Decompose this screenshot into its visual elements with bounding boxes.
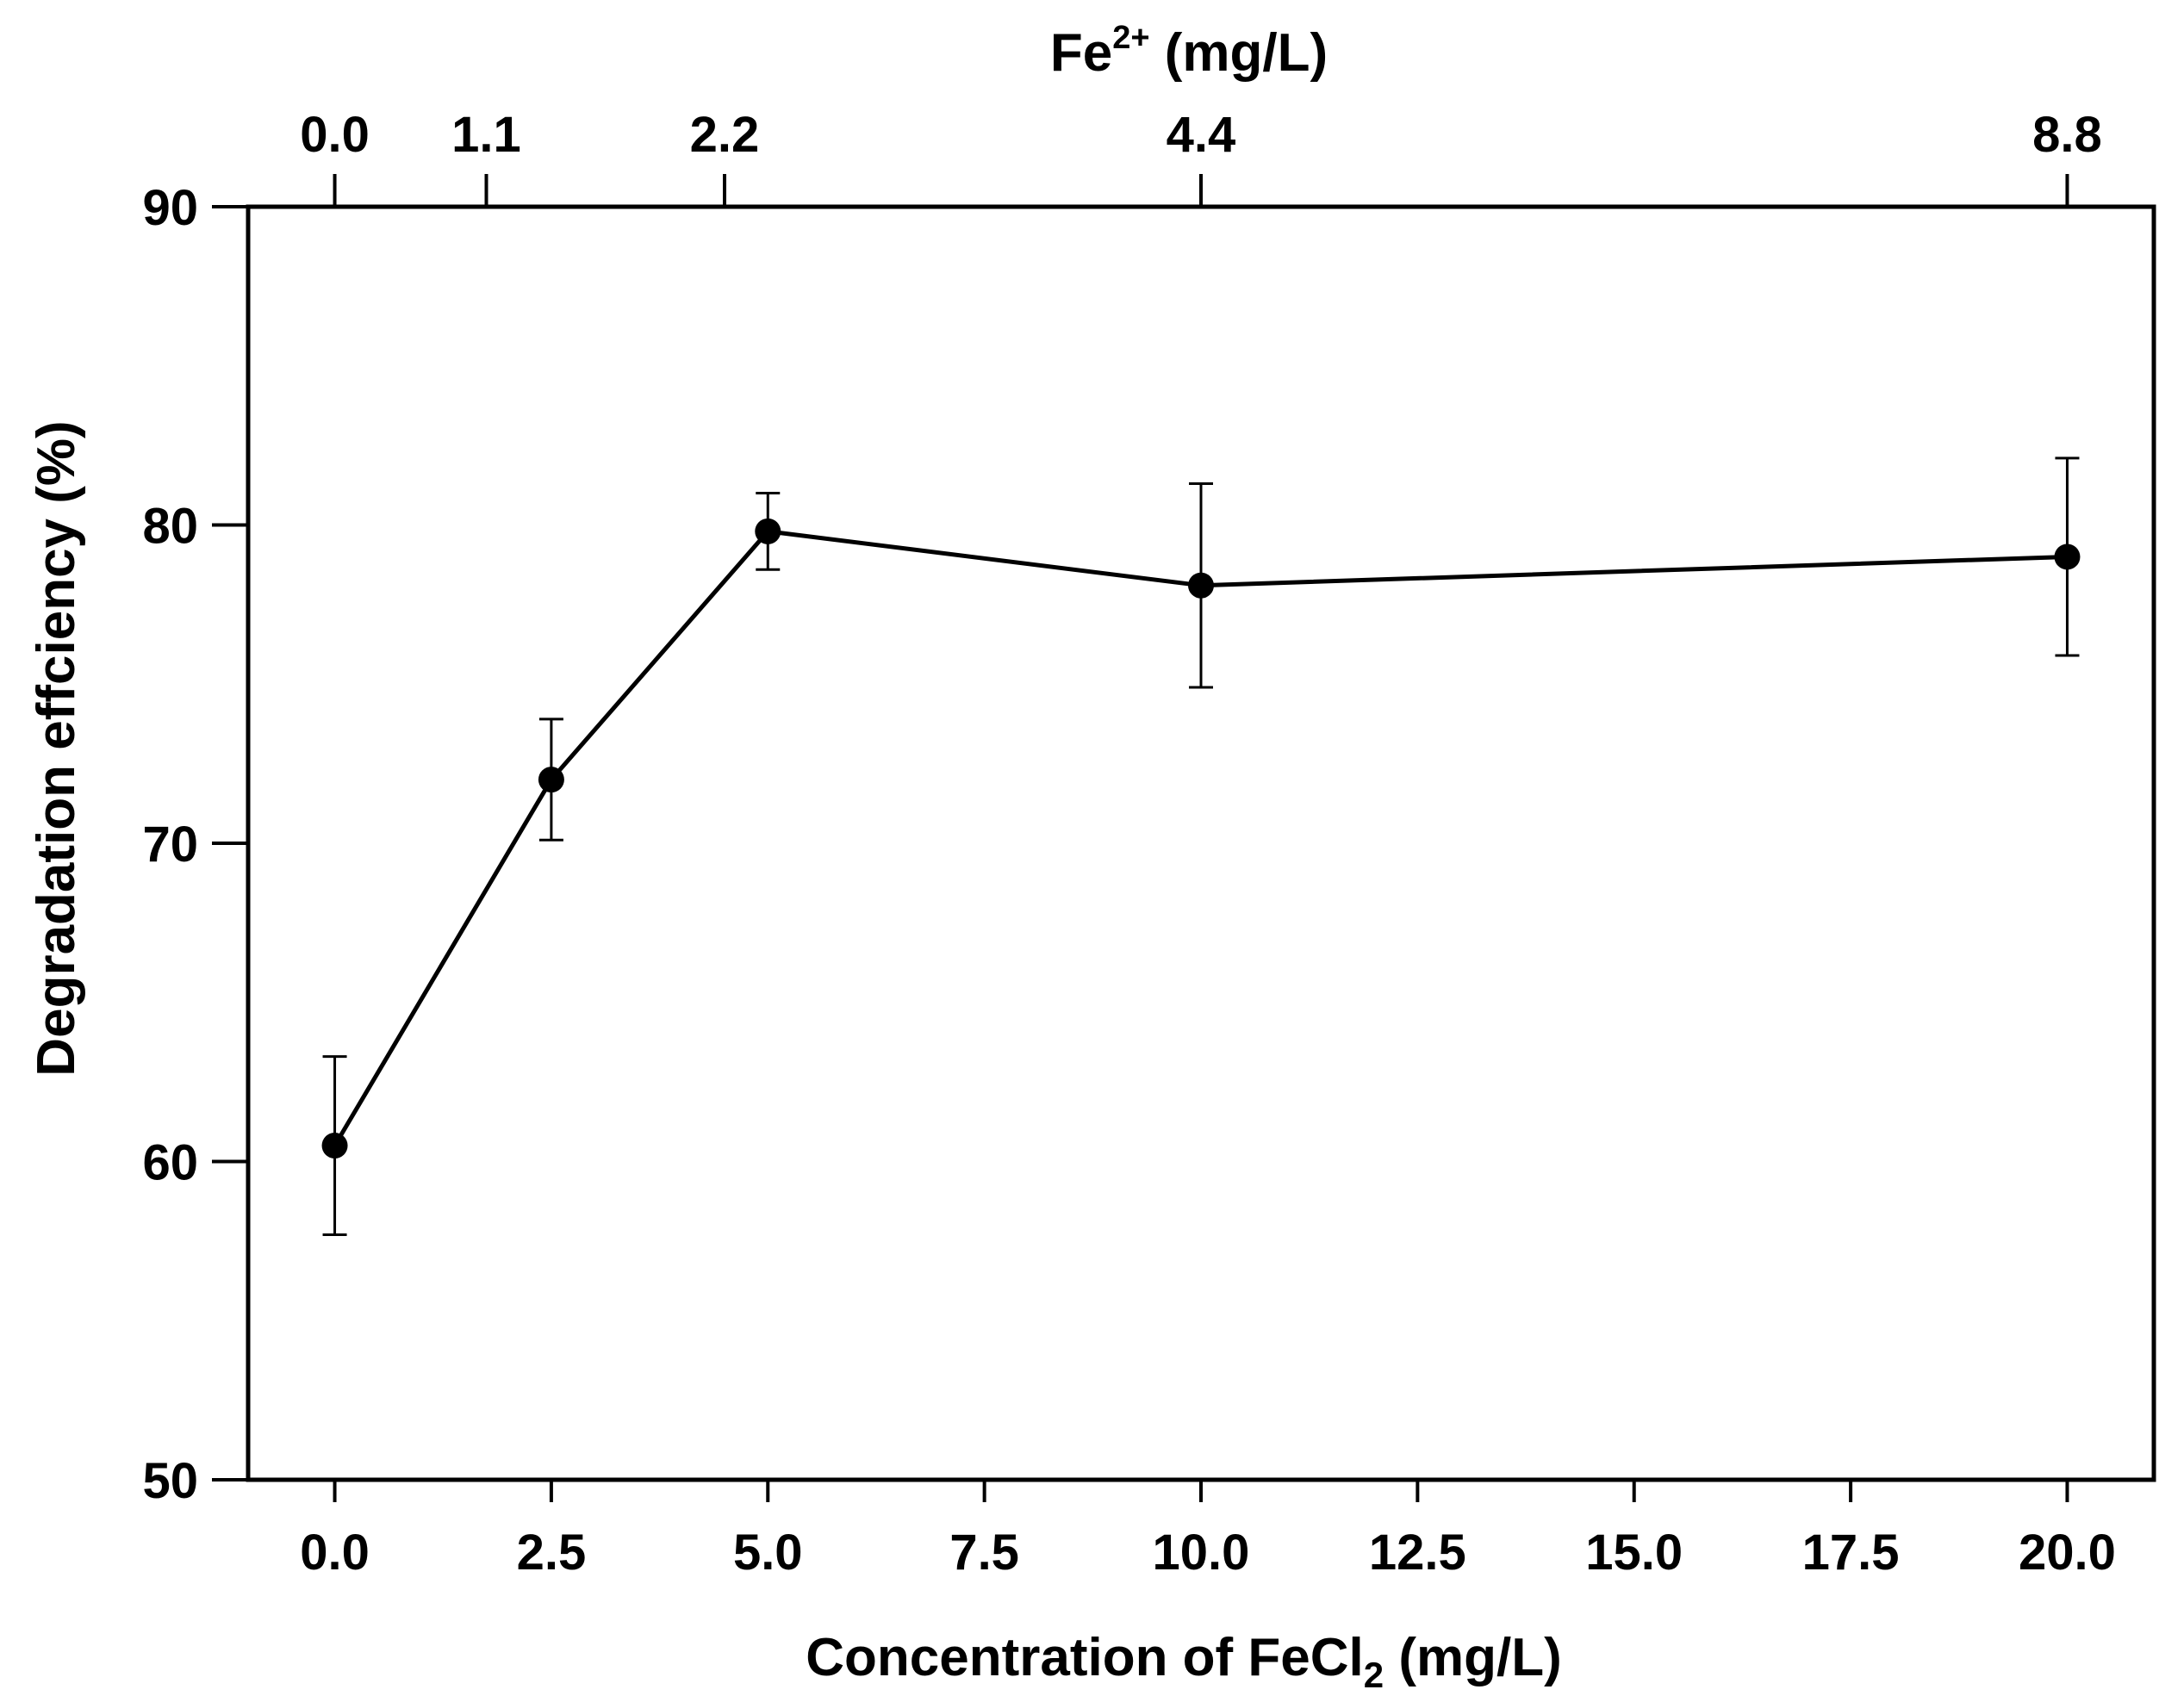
axes-group xyxy=(246,204,2156,1482)
x-tick-label: 17.5 xyxy=(1802,1525,1900,1581)
x-tick-label: 12.5 xyxy=(1369,1525,1466,1581)
y-tick-label: 80 xyxy=(142,499,198,555)
series-group xyxy=(321,457,2081,1236)
data-point xyxy=(1188,572,1214,599)
top-axis-title: Fe2+ (mg/L) xyxy=(1050,20,1328,83)
x-axis-title: Concentration of FeCl2 (mg/L) xyxy=(806,1628,1562,1695)
top-tick-label: 1.1 xyxy=(451,107,521,163)
y-tick-label: 70 xyxy=(142,817,198,873)
plot-frame xyxy=(246,204,2156,1482)
y-axis-title: Degradation effciency (%) xyxy=(27,420,86,1076)
x-tick-label: 5.0 xyxy=(733,1525,803,1581)
data-point xyxy=(538,767,564,793)
x-tick-label: 10.0 xyxy=(1153,1525,1250,1581)
data-point xyxy=(755,518,781,544)
y-tick-label: 60 xyxy=(142,1135,198,1191)
x-tick-label: 2.5 xyxy=(517,1525,587,1581)
x-axis-title-main: Concentration of FeCl xyxy=(806,1628,1364,1687)
ticks-group: 0.0 2.5 5.0 7.5 10.0 12.5 15.0 17.5 20.0 50 60 70 80… xyxy=(142,107,2115,1581)
top-axis-title-main: Fe xyxy=(1050,23,1112,83)
x-tick-label: 15.0 xyxy=(1585,1525,1683,1581)
top-axis-title-superscript: 2+ xyxy=(1112,20,1149,56)
top-tick-label: 4.4 xyxy=(1167,107,1236,163)
x-tick-label: 7.5 xyxy=(949,1525,1019,1581)
x-axis-title-subscript: 2 xyxy=(1364,1655,1384,1695)
x-axis-title-unit: (mg/L) xyxy=(1384,1628,1562,1687)
data-point xyxy=(321,1133,348,1159)
x-tick-label: 20.0 xyxy=(2019,1525,2116,1581)
top-tick-label: 0.0 xyxy=(300,107,370,163)
y-tick-label: 50 xyxy=(142,1453,198,1509)
labels-group: Concentration of FeCl2 (mg/L)Fe2+ (mg/L)… xyxy=(27,20,1562,1695)
x-tick-label: 0.0 xyxy=(300,1525,370,1581)
y-tick-label: 90 xyxy=(142,180,198,236)
top-tick-label: 8.8 xyxy=(2032,107,2102,163)
top-axis-title-unit: (mg/L) xyxy=(1150,23,1328,83)
top-tick-label: 2.2 xyxy=(690,107,760,163)
data-point xyxy=(2054,544,2081,570)
